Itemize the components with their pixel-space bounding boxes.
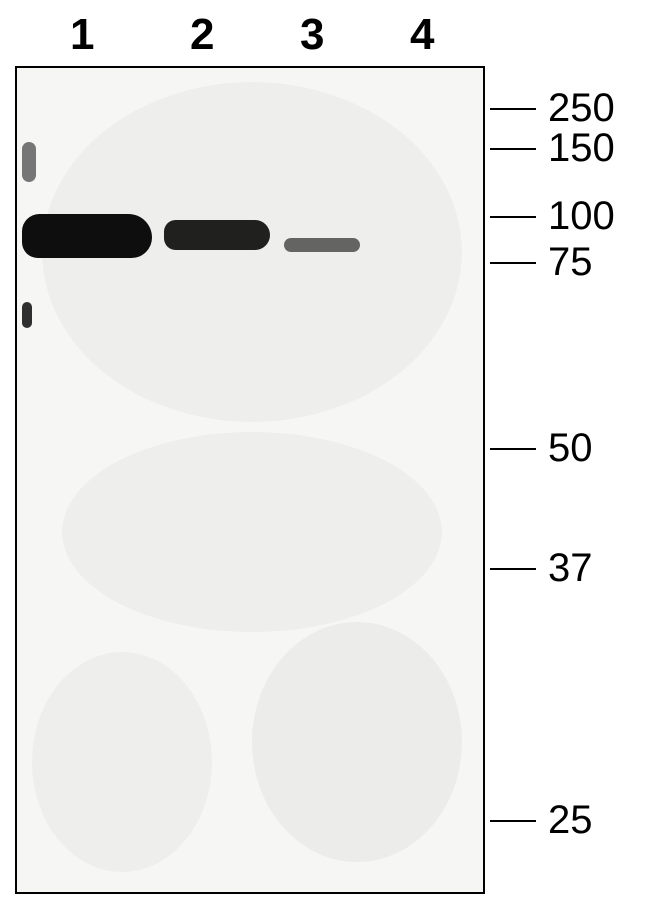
marker-label-75: 75 [548, 240, 593, 285]
band-lane1-lower [22, 302, 32, 328]
background-smudge [32, 652, 212, 872]
background-smudge [62, 432, 442, 632]
lane-label-3: 3 [300, 10, 324, 60]
marker-tick-100 [490, 216, 536, 218]
marker-label-150: 150 [548, 126, 615, 171]
marker-tick-50 [490, 448, 536, 450]
lane-label-2: 2 [190, 10, 214, 60]
background-smudge [252, 622, 462, 862]
marker-tick-37 [490, 568, 536, 570]
lane-label-1: 1 [70, 10, 94, 60]
western-blot-figure: 1 2 3 4 250 150 100 75 50 37 25 [0, 0, 650, 904]
marker-label-37: 37 [548, 546, 593, 591]
marker-label-25: 25 [548, 798, 593, 843]
marker-tick-150 [490, 148, 536, 150]
lane-label-4: 4 [410, 10, 434, 60]
band-lane1-upper-streak [22, 142, 36, 182]
marker-label-100: 100 [548, 194, 615, 239]
marker-tick-25 [490, 820, 536, 822]
band-lane3-main [284, 238, 360, 252]
marker-label-50: 50 [548, 426, 593, 471]
band-lane1-main [22, 214, 152, 258]
marker-tick-75 [490, 262, 536, 264]
marker-label-250: 250 [548, 86, 615, 131]
marker-tick-250 [490, 108, 536, 110]
blot-membrane-frame [15, 66, 485, 894]
band-lane2-main [164, 220, 270, 250]
